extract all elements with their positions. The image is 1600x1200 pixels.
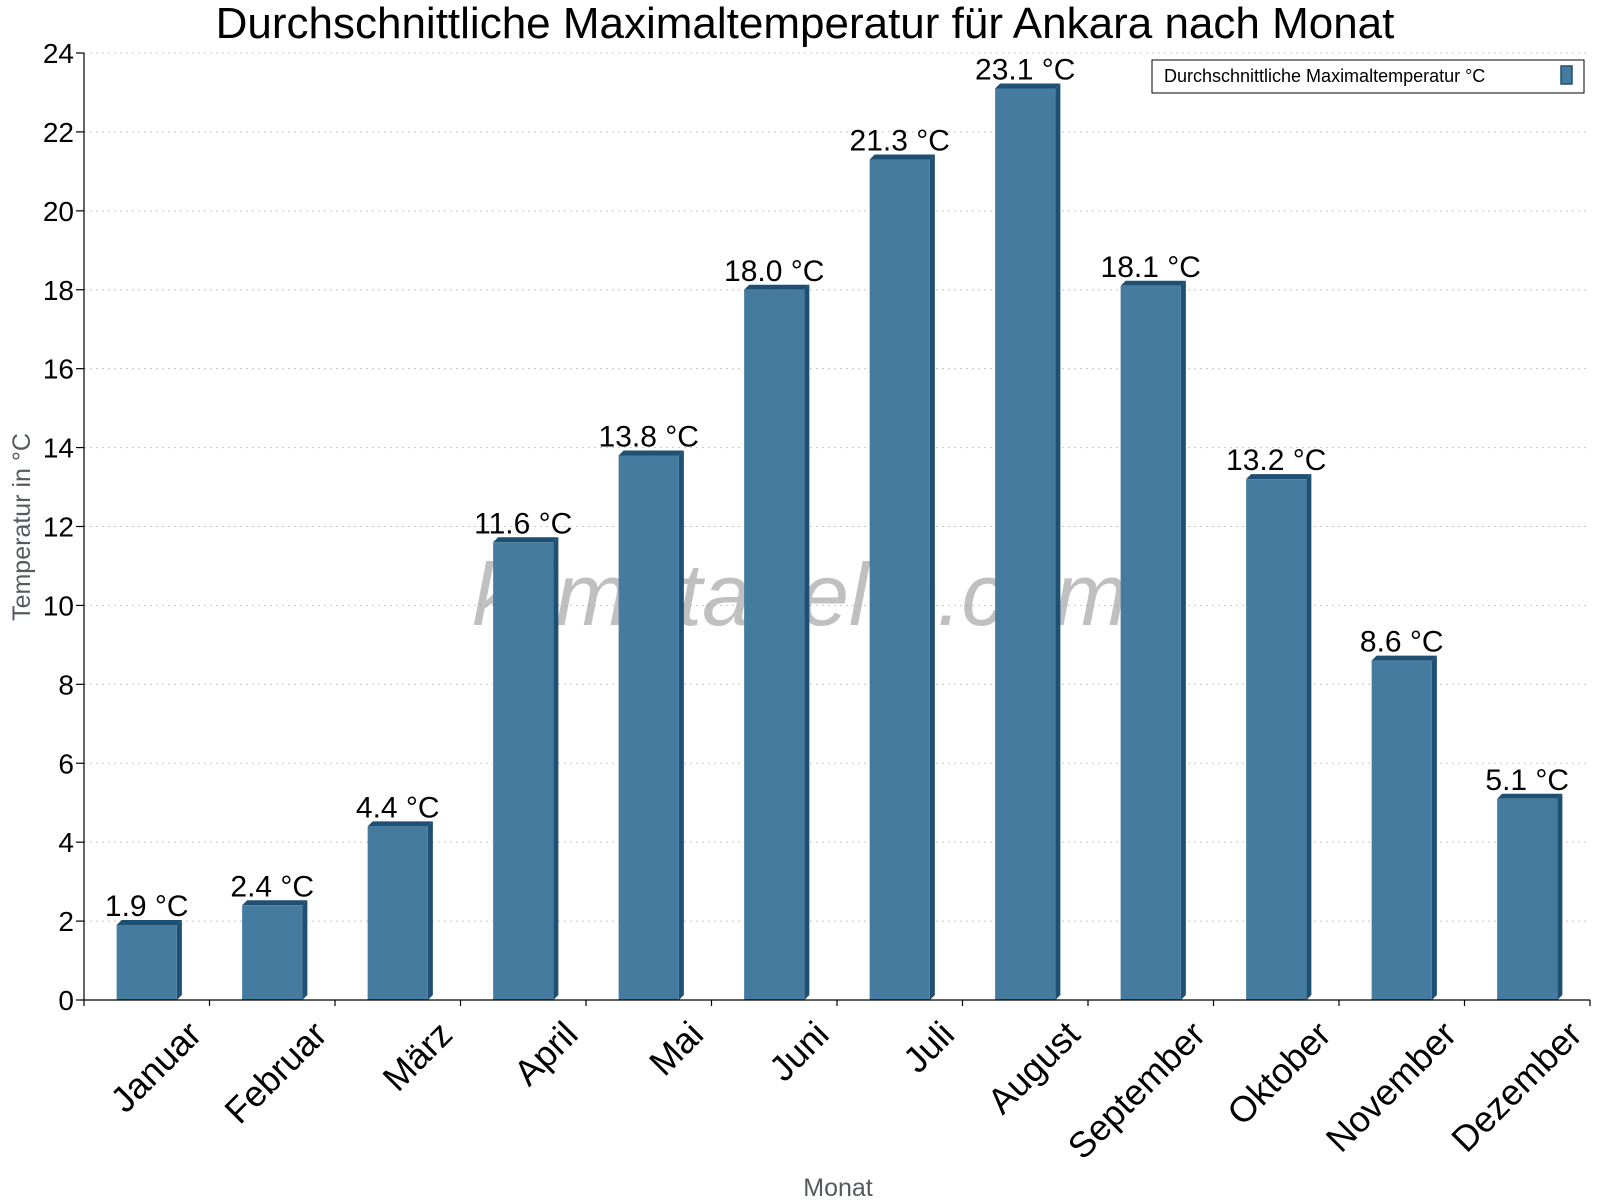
- data-label: 21.3 °C: [850, 125, 950, 158]
- bar-side: [804, 284, 810, 1000]
- bar: [744, 284, 810, 1000]
- bar-front: [744, 289, 805, 1000]
- x-tick-label: September: [1060, 1013, 1214, 1167]
- data-label: 8.6 °C: [1360, 626, 1444, 659]
- bar-top: [116, 920, 182, 926]
- bar: [869, 154, 935, 1001]
- bar-top: [1371, 655, 1437, 661]
- y-tick-label: 2: [58, 906, 74, 937]
- data-label: 18.0 °C: [724, 255, 824, 288]
- data-label: 5.1 °C: [1485, 764, 1569, 797]
- x-tick-label: Januar: [102, 1013, 209, 1120]
- bar-front: [995, 88, 1056, 1000]
- bar-top: [1497, 793, 1563, 799]
- y-tick-label: 6: [58, 748, 74, 779]
- bar-top: [1246, 474, 1312, 480]
- y-tick-label: 14: [43, 433, 74, 464]
- bar-side: [553, 537, 559, 1000]
- bar-side: [1306, 474, 1312, 1000]
- data-label: 11.6 °C: [474, 507, 572, 540]
- bar: [1497, 793, 1563, 1000]
- bar-top: [995, 83, 1061, 89]
- x-tick-label: Dezember: [1443, 1013, 1589, 1159]
- x-tick-label: Juli: [895, 1013, 962, 1080]
- data-label: 23.1 °C: [975, 54, 1075, 87]
- bar-side: [1557, 793, 1563, 1000]
- bar-side: [1431, 655, 1437, 1000]
- data-label: 4.4 °C: [356, 791, 440, 824]
- bar-front: [1497, 798, 1558, 1000]
- data-label: 13.8 °C: [599, 420, 699, 453]
- x-tick-label: Februar: [216, 1013, 334, 1131]
- y-tick-label: 10: [43, 590, 74, 621]
- bar: [1120, 280, 1186, 1000]
- bar-front: [1246, 479, 1307, 1000]
- bar: [995, 83, 1061, 1000]
- axes: [76, 52, 1591, 1006]
- y-tick-label: 0: [58, 985, 74, 1016]
- x-tick-label: Juni: [761, 1013, 837, 1089]
- bar-front: [1120, 285, 1181, 1000]
- y-tick-label: 8: [58, 669, 74, 700]
- y-tick-label: 16: [43, 354, 74, 385]
- bar-series: 1.9 °C 2.4 °C 4.4 °C 11.6 °C 13.8 °C 18.0 °C 2…: [105, 54, 1569, 1001]
- x-tick-label: Oktober: [1219, 1013, 1339, 1133]
- bar-front: [618, 455, 679, 1001]
- x-tick-label: März: [375, 1013, 461, 1099]
- data-label: 2.4 °C: [230, 870, 314, 903]
- bar-front: [493, 542, 554, 1000]
- bar-side: [678, 450, 684, 1001]
- bar: [618, 450, 684, 1001]
- bar: [367, 821, 433, 1000]
- legend: Durchschnittliche Maximaltemperatur °C: [1151, 59, 1585, 94]
- data-label: 13.2 °C: [1226, 444, 1326, 477]
- y-tick-label: 18: [43, 275, 74, 306]
- y-axis-label: Temperatur in °C: [8, 433, 36, 621]
- legend-entry-label: Durchschnittliche Maximaltemperatur °C: [1164, 66, 1485, 86]
- bar-side: [929, 154, 935, 1001]
- bar-top: [367, 821, 433, 827]
- bar-top: [242, 900, 308, 906]
- bar-side: [176, 920, 182, 1000]
- bar: [242, 900, 308, 1000]
- y-tick-label: 20: [43, 196, 74, 227]
- bar-front: [1371, 660, 1432, 1000]
- bar-front: [242, 905, 303, 1000]
- bar-side: [1180, 280, 1186, 1000]
- bar: [1371, 655, 1437, 1000]
- data-label: 1.9 °C: [105, 890, 189, 923]
- bar-top: [1120, 280, 1186, 286]
- x-tick-labels: Januar Februar März April Mai Juni Juli AugustS…: [102, 1013, 1589, 1167]
- y-tick-label: 22: [43, 117, 74, 148]
- bar-top: [493, 537, 559, 543]
- bar: [493, 537, 559, 1000]
- bar-front: [869, 159, 930, 1001]
- bar-top: [618, 450, 684, 456]
- chart-title: Durchschnittliche Maximaltemperatur für …: [216, 0, 1395, 48]
- x-tick-label: November: [1318, 1013, 1464, 1159]
- y-tick-label: 12: [43, 512, 74, 543]
- data-label: 18.1 °C: [1101, 251, 1201, 284]
- y-tick-label: 4: [58, 827, 74, 858]
- bar-side: [1055, 83, 1061, 1000]
- bar-front: [367, 826, 428, 1000]
- x-axis-label: Monat: [803, 1174, 873, 1200]
- legend-swatch: [1560, 65, 1573, 85]
- bar-side: [302, 900, 308, 1000]
- y-tick-label: 24: [43, 38, 74, 69]
- grid-lines: [84, 52, 1590, 922]
- bar-top: [744, 284, 810, 290]
- bar: [116, 920, 182, 1000]
- x-tick-label: August: [979, 1013, 1087, 1121]
- bar-front: [116, 925, 177, 1000]
- x-tick-label: Mai: [641, 1013, 711, 1083]
- x-tick-label: April: [506, 1013, 586, 1093]
- legend-box: [1151, 59, 1585, 94]
- bar: [1246, 474, 1312, 1000]
- bar-top: [869, 154, 935, 160]
- bar-side: [427, 821, 433, 1000]
